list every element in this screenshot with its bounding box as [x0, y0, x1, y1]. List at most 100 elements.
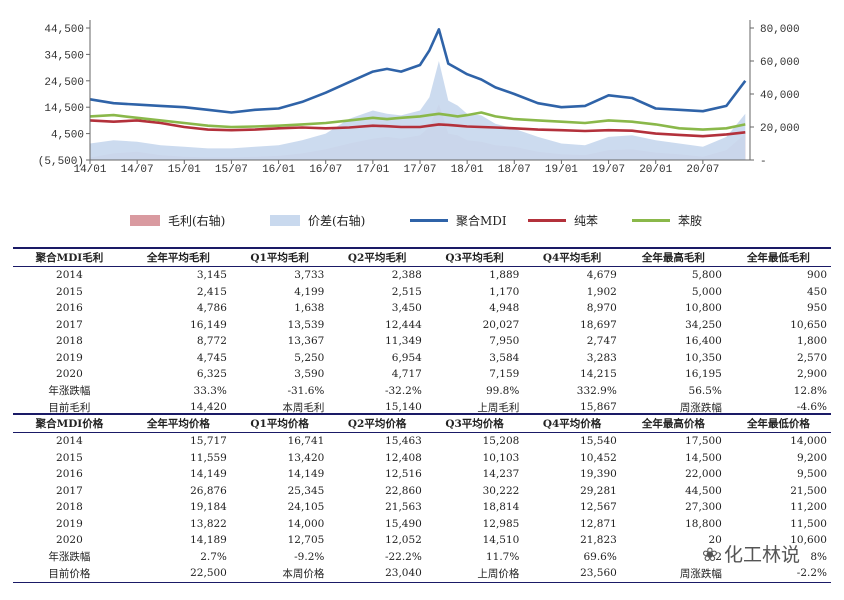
table-cell: 18,800 — [685, 517, 722, 530]
table-cell: 24,105 — [287, 501, 325, 514]
table-cell: 11,559 — [190, 451, 227, 464]
table-header-cell: Q3平均毛利 — [425, 247, 524, 267]
watermark-logo: ❀ 化工林说 — [702, 540, 800, 567]
table-cell: 7,159 — [489, 368, 520, 381]
legend-label: 价差(右轴) — [308, 214, 366, 228]
table-row: 2014 15,717 16,741 15,463 15,208 15,540 17,500… — [13, 433, 831, 450]
table-cell: 12,567 — [580, 501, 617, 514]
table-cell: 2018 — [56, 335, 83, 348]
table-cell: 3,584 — [489, 351, 520, 364]
table-cell: 16,195 — [685, 368, 722, 381]
table-row: 2019 13,822 14,000 15,490 12,985 12,871 18,800… — [13, 516, 831, 533]
table-cell: 11,500 — [790, 517, 827, 530]
right-tick-label: 20,000 — [760, 123, 800, 135]
table-cell: 4,679 — [586, 269, 617, 282]
legend-label: 毛利(右轴) — [168, 214, 226, 228]
table-cell: 34,250 — [685, 318, 722, 331]
table-cell: 18,814 — [482, 501, 520, 514]
mdi-margin-table: 聚合MDI毛利 全年平均毛利 Q1平均毛利 Q2平均毛利 Q3平均毛利 Q4平均毛利 全年最… — [13, 247, 831, 417]
series-area-1 — [90, 61, 746, 160]
left-tick-label: 44,500 — [44, 24, 84, 36]
table-header-cell: 全年最高毛利 — [620, 247, 726, 267]
table-cell: 2.7% — [200, 550, 227, 563]
table-cell: 23,040 — [328, 565, 426, 583]
table-row: 2014 3,145 3,733 2,388 1,889 4,679 5,800 900 — [13, 267, 831, 284]
watermark-text: 化工林说 — [723, 544, 800, 566]
x-tick-label: 14/01 — [73, 164, 106, 176]
table-cell: 1,638 — [294, 302, 325, 315]
table-cell: 2019 — [56, 351, 83, 364]
table-cell: 14,000 — [790, 435, 827, 448]
table-cell: 2015 — [56, 285, 83, 298]
table-header-cell: Q1平均毛利 — [230, 247, 329, 267]
wechat-icon: ❀ — [702, 544, 718, 566]
table-cell: 12,705 — [287, 534, 325, 547]
x-tick-label: 16/07 — [309, 164, 342, 176]
table-cell: 27,300 — [685, 501, 722, 514]
table-header-cell: 聚合MDI毛利 — [13, 247, 126, 267]
table-cell: 10,800 — [685, 302, 722, 315]
table-cell: 4,948 — [489, 302, 520, 315]
table-row: 目前价格 22,500 本周价格 23,040 上周价格 23,560 周涨跌幅 -2.2% — [13, 565, 831, 583]
table-cell: 16,149 — [190, 318, 227, 331]
table-cell: 8% — [810, 550, 827, 563]
legend-swatch — [270, 215, 300, 226]
left-tick-label: 14,500 — [44, 103, 84, 115]
x-tick-label: 20/07 — [686, 164, 719, 176]
table-cell: 19,184 — [190, 501, 227, 514]
table-header-cell: 全年最低毛利 — [725, 247, 831, 267]
x-tick-label: 17/01 — [356, 164, 389, 176]
table-row: 2018 19,184 24,105 21,563 18,814 12,567 27,300… — [13, 499, 831, 516]
table-cell: 15,867 — [523, 399, 621, 417]
table-row: 2015 11,559 13,420 12,408 10,103 10,452 14,500… — [13, 450, 831, 467]
table-cell: 16,741 — [287, 435, 325, 448]
x-tick-label: 14/07 — [121, 164, 154, 176]
table-cell: 目前价格 — [13, 565, 126, 583]
x-tick-label: 15/01 — [168, 164, 201, 176]
table-cell: 15,208 — [482, 435, 520, 448]
table-cell: 本周价格 — [230, 565, 329, 583]
table-cell: 2,570 — [796, 351, 827, 364]
right-tick-label: - — [760, 156, 767, 168]
table-cell: 12,516 — [385, 468, 422, 481]
table-cell: 20,027 — [482, 318, 520, 331]
legend-item: 苯胺 — [632, 212, 702, 229]
mdi-price-table: 聚合MDI价格 全年平均价格 Q1平均价格 Q2平均价格 Q3平均价格 Q4平均价格 全年最… — [13, 413, 831, 583]
table-cell: 14,215 — [580, 368, 617, 381]
table-cell: 上周价格 — [425, 565, 524, 583]
table-cell: 14,500 — [685, 451, 722, 464]
x-tick-label: 18/07 — [498, 164, 531, 176]
right-tick-label: 40,000 — [760, 90, 800, 102]
table-cell: 8,970 — [586, 302, 617, 315]
table-cell: 6,325 — [196, 368, 227, 381]
table-cell: 11.7% — [485, 550, 520, 563]
right-tick-label: 80,000 — [760, 24, 800, 36]
table-cell: 7,950 — [489, 335, 520, 348]
table-row: 目前毛利 14,420 本周毛利 15,140 上周毛利 15,867 周涨跌幅 -4.6% — [13, 399, 831, 417]
table-cell: 12,871 — [580, 517, 617, 530]
table-cell: 2015 — [56, 451, 83, 464]
table-cell: 33.3% — [193, 384, 227, 397]
table-row: 2020 6,325 3,590 4,717 7,159 14,215 16,195 2,90… — [13, 366, 831, 383]
table-cell: 6,954 — [391, 351, 422, 364]
table-cell: 14,189 — [190, 534, 227, 547]
series-line-3 — [89, 119, 746, 138]
table-cell: 2016 — [56, 468, 83, 481]
table-cell: 2019 — [56, 517, 83, 530]
table-row: 2018 8,772 13,367 11,349 7,950 2,747 16,400 1,8… — [13, 333, 831, 350]
table-cell: 5,000 — [691, 285, 722, 298]
table-cell: 4,786 — [196, 302, 227, 315]
table-header-cell: 聚合MDI价格 — [13, 413, 126, 433]
x-tick-label: 15/07 — [215, 164, 248, 176]
table-header-cell: Q4平均毛利 — [523, 247, 621, 267]
table-header-cell: Q4平均价格 — [523, 413, 621, 433]
table-cell: -22.2% — [384, 550, 422, 563]
legend-item: 毛利(右轴) — [130, 212, 225, 229]
table-cell: 2,747 — [586, 335, 617, 348]
table-cell: 900 — [806, 269, 827, 282]
table-cell: 2 — [715, 550, 722, 563]
table-cell: 2017 — [56, 484, 83, 497]
table-cell: 18,697 — [580, 318, 617, 331]
series-line-4 — [89, 111, 746, 131]
table-cell: 21,823 — [580, 534, 617, 547]
